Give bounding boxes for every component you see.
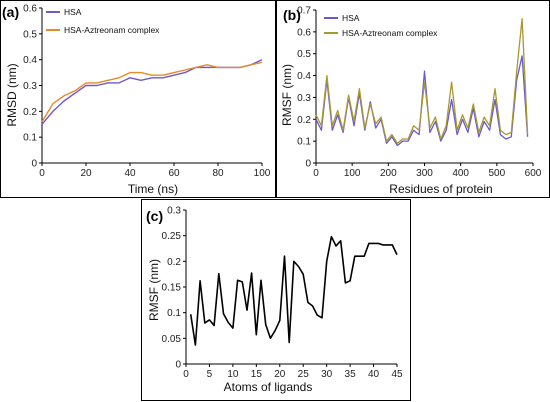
panel-b-y-tick-label: 0.5 — [297, 49, 311, 60]
panel-a-label: (a) — [2, 4, 19, 20]
panel-c-x-tick-label: 35 — [345, 369, 357, 380]
panel-c-y-tick-label: 0.1 — [167, 308, 181, 319]
panel-a-xlabel: Time (ns) — [128, 182, 178, 196]
panel-b-legend-hsa: HSA — [342, 13, 360, 23]
panel-c-label: (c) — [146, 208, 163, 224]
panel-c-x-tick-label: 25 — [298, 369, 310, 380]
panel-c-x-tick-label: 5 — [207, 369, 213, 380]
panel-c-x-tick-label: 40 — [368, 369, 380, 380]
panel-b-x-tick-label: 600 — [525, 168, 542, 179]
panel-a-frame — [0, 0, 276, 198]
panel-a-y-tick-label: 0 — [31, 159, 37, 170]
panel-c-y-tick-label: 0.05 — [162, 334, 182, 345]
panel-b-series-hsa-aztreonam-complex — [315, 18, 529, 144]
panel-b-label: (b) — [283, 7, 301, 23]
panel-b-plot: 0 100 200 300 400 500 600 0 0.1 0.2 0.3 0.4 0.5 0.6 0.… — [297, 6, 542, 180]
panel-c-frame — [141, 199, 411, 401]
panel-c-xlabel: Atoms of ligands — [224, 380, 313, 394]
panel-a-x-tick-label: 0 — [39, 168, 45, 179]
panel-c-x-tick-label: 0 — [183, 369, 189, 380]
panel-a: 0 20 40 60 80 100 0 0.1 0.2 0.3 0.4 0.5 0.6 (a) Time… — [0, 0, 276, 198]
panel-b: 0 100 200 300 400 500 600 0 0.1 0.2 0.3 0.4 0.5 0.6 0.… — [276, 0, 550, 198]
panel-b-x-tick-label: 300 — [416, 168, 433, 179]
panel-a-y-tick-label: 0.5 — [23, 29, 37, 40]
panel-c-x-tick-label: 15 — [251, 369, 263, 380]
panel-a-x-tick-label: 20 — [80, 168, 92, 179]
panel-a-legend-hsa: HSA — [64, 7, 82, 17]
panel-b-legend: HSA HSA-Aztreonam complex — [324, 13, 438, 38]
panel-c-ylabel: RMSF (nm) — [147, 259, 161, 321]
panel-a-y-tick-label: 0.2 — [23, 107, 37, 118]
panel-c-y-tick-label: 0 — [175, 360, 181, 371]
panel-a-x-tick-label: 80 — [212, 168, 224, 179]
panel-c-series-line-0 — [189, 235, 398, 346]
panel-c-x-tick-label: 20 — [274, 369, 286, 380]
panel-a-x-tick-label: 60 — [168, 168, 180, 179]
panel-b-x-tick-label: 100 — [344, 168, 361, 179]
panel-b-legend-complex: HSA-Aztreonam complex — [342, 28, 438, 38]
panel-a-y-tick-label: 0.3 — [23, 81, 37, 92]
panel-a-x-tick-label: 100 — [254, 168, 271, 179]
panel-c-y-tick-label: 0.3 — [167, 206, 181, 217]
panel-a-legend: HSA HSA-Aztreonam complex — [46, 7, 160, 35]
panel-b-y-tick-label: 0.1 — [297, 137, 311, 148]
panel-c: 0 5 10 15 20 25 30 35 40 45 0 0.05 0.1 0.15 0.2 0.25 0.3… — [141, 199, 411, 401]
panel-a-y-tick-label: 0.4 — [23, 55, 37, 66]
panel-b-ylabel: RMSF (nm) — [280, 64, 294, 126]
panel-a-plot: 0 20 40 60 80 100 0 0.1 0.2 0.3 0.4 0.5 0.6 — [23, 4, 271, 180]
panel-c-x-tick-label: 30 — [321, 369, 333, 380]
panel-b-y-tick-label: 0.3 — [297, 93, 311, 104]
panel-a-y-tick-label: 0.1 — [23, 133, 37, 144]
panel-a-legend-complex: HSA-Aztreonam complex — [64, 25, 160, 35]
panel-b-y-tick-label: 0 — [305, 159, 311, 170]
panel-c-x-tick-label: 10 — [227, 369, 239, 380]
panel-a-x-tick-label: 40 — [124, 168, 136, 179]
panel-c-y-tick-label: 0.15 — [162, 283, 182, 294]
panel-b-y-tick-label: 0.2 — [297, 115, 311, 126]
panel-c-y-tick-label: 0.2 — [167, 257, 181, 268]
panel-b-y-tick-label: 0.4 — [297, 71, 311, 82]
panel-b-x-tick-label: 200 — [380, 168, 397, 179]
panel-c-y-tick-label: 0.25 — [162, 231, 182, 242]
panel-c-x-tick-label: 45 — [391, 369, 403, 380]
panel-c-plot: 0 5 10 15 20 25 30 35 40 45 0 0.05 0.1 0.15 0.2 0.25 0.3 — [162, 206, 403, 381]
panel-b-x-tick-label: 0 — [313, 168, 319, 179]
panel-b-x-tick-label: 500 — [488, 168, 505, 179]
panel-a-y-tick-label: 0.6 — [23, 4, 37, 15]
panel-b-xlabel: Residues of protein — [389, 182, 492, 196]
panel-a-ylabel: RMSD (nm) — [5, 63, 19, 126]
panel-a-series-hsa-aztreonam-complex — [41, 61, 263, 123]
panel-b-x-tick-label: 400 — [452, 168, 469, 179]
panel-a-series-hsa — [41, 59, 263, 125]
panel-b-y-tick-label: 0.7 — [297, 6, 311, 17]
panel-b-y-tick-label: 0.6 — [297, 27, 311, 38]
